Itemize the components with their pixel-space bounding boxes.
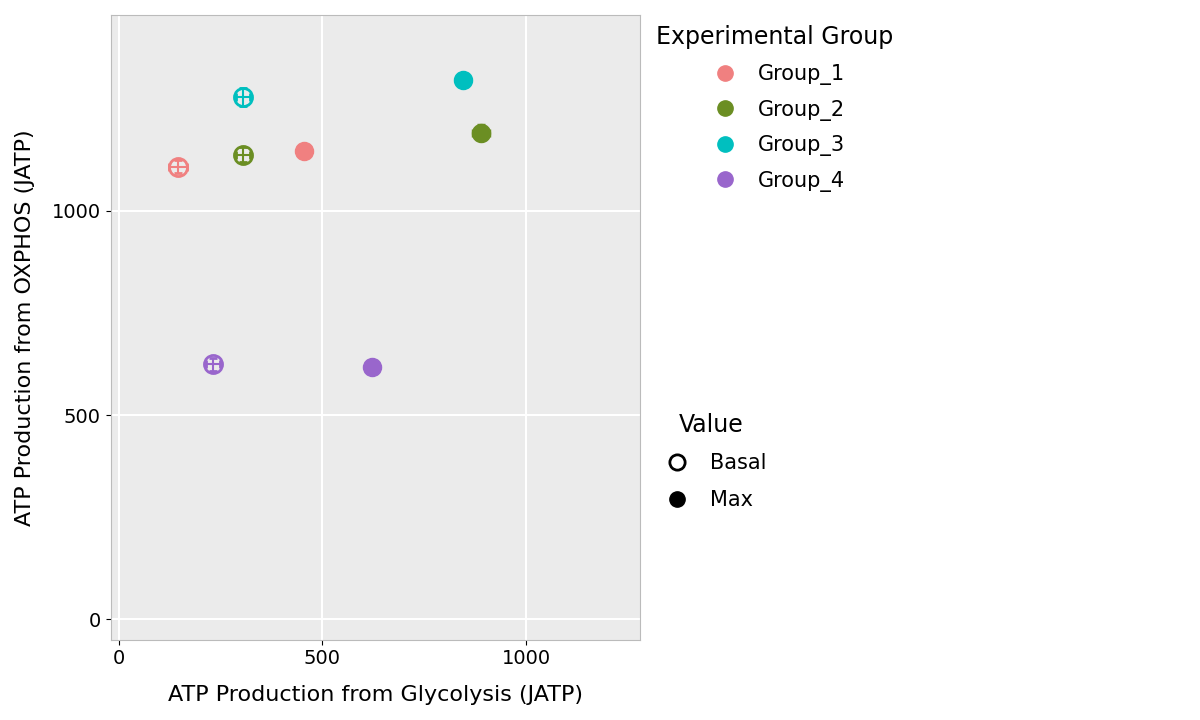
Y-axis label: ATP Production from OXPHOS (JATP): ATP Production from OXPHOS (JATP) bbox=[16, 129, 35, 526]
Legend: Basal, Max: Basal, Max bbox=[655, 413, 767, 510]
X-axis label: ATP Production from Glycolysis (JATP): ATP Production from Glycolysis (JATP) bbox=[168, 685, 583, 705]
